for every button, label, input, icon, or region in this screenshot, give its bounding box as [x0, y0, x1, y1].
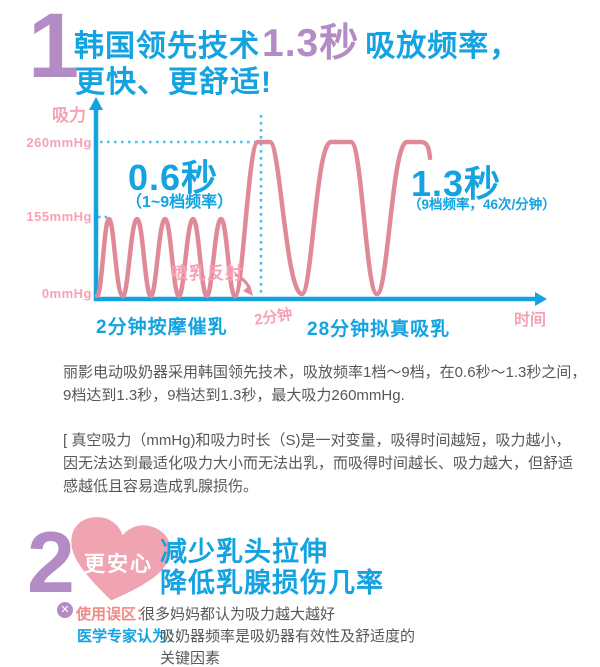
phase1-gear-annotation: （1~9档频率）: [126, 194, 234, 211]
y-tick-260: 260mmHg: [26, 135, 92, 150]
x-circle-icon: ✕: [57, 602, 73, 618]
paragraph-2: [ 真空吸力（mmHg)和吸力时长（S)是一对变量，吸得时间越短，吸力越小， 因…: [63, 429, 573, 498]
section-2-benefit-2: 降低乳腺损伤几率: [160, 568, 384, 598]
x-axis-arrow-icon: [535, 292, 547, 306]
heart-label: 更安心: [84, 553, 153, 576]
chart-canvas: [89, 97, 547, 306]
paragraph-1-line-1: 丽影电动吸奶器采用韩国领先技术，吸放频率1档～9档，在0.6秒～1.3秒之间，: [63, 364, 587, 381]
phase2-cycle-annotation: 1.3秒: [411, 163, 502, 204]
section-1-title: 韩国领先技术 1.3秒 吸放频率，: [74, 12, 520, 68]
x-glyph: ✕: [60, 603, 70, 616]
x-label-expression-phase: 28分钟拟真吸乳: [307, 319, 451, 340]
section-2-number: 2: [27, 515, 75, 611]
expert-label: 医学专家认为：: [77, 628, 183, 645]
phase2-gear-annotation: （9档频率，46次/分钟）: [408, 197, 556, 212]
section-1-subtitle: 更快、更舒适!: [75, 66, 272, 99]
heart-icon: [71, 517, 171, 601]
callout-arrowhead-icon: [243, 285, 253, 296]
y-axis-arrow-icon: [89, 97, 103, 110]
y-axis-label: 吸力: [52, 106, 86, 125]
x-label-massage-phase: 2分钟按摩催乳: [96, 317, 228, 338]
paragraph-1: 丽影电动吸奶器采用韩国领先技术，吸放频率1档～9档，在0.6秒～1.3秒之间， …: [63, 361, 586, 407]
section-1-number: 1: [28, 0, 80, 97]
y-tick-155: 155mmHg: [26, 209, 92, 224]
heart-shape: [59, 512, 176, 613]
letdown-reflex-callout: 喷乳反射: [171, 264, 243, 283]
expert-text-line-2: 关键因素: [160, 650, 221, 667]
phase1-cycle-annotation: 0.6秒: [128, 157, 219, 198]
title-part-2: 吸放频率，: [365, 30, 521, 63]
misuse-label: 使用误区：: [76, 606, 152, 623]
paragraph-2-line-2: 因无法达到最适化吸力大小而无法出乳，而吸得时间越长、吸力越大，但舒适: [63, 455, 574, 472]
title-highlight: 1.3秒: [262, 22, 360, 65]
x-axis-label: 时间: [514, 312, 547, 329]
misuse-text: 很多妈妈都认为吸力越大越好: [140, 606, 336, 623]
paragraph-2-line-3: 感越低且容易造成乳腺损伤。: [63, 478, 259, 495]
suction-frequency-chart: 吸力 260mmHg 155mmHg 0mmHg 0.6秒 （1~9档频率） 1…: [0, 95, 600, 340]
section-2-benefit-1: 减少乳头拉伸: [160, 537, 328, 567]
expert-text-line-1: 吸奶器频率是吸奶器有效性及舒适度的: [160, 628, 416, 645]
paragraph-1-line-2: 9档达到1.3秒，9档达到1.3秒，最大吸力260mmHg.: [63, 387, 405, 404]
suction-curve: [94, 139, 433, 299]
title-part-1: 韩国领先技术: [74, 30, 260, 63]
y-tick-0: 0mmHg: [41, 286, 92, 301]
paragraph-2-line-1: [ 真空吸力（mmHg)和吸力时长（S)是一对变量，吸得时间越短，吸力越小，: [63, 432, 571, 449]
